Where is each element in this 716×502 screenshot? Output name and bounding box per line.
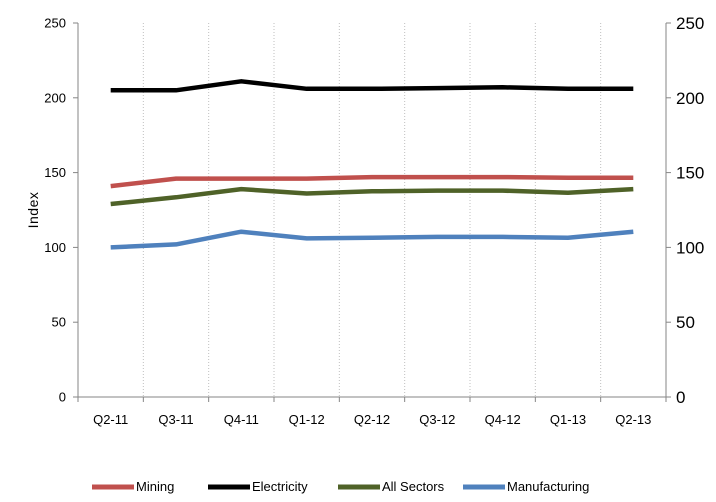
legend-item-mining: Mining [92, 479, 174, 494]
right-y-tick-label: 250 [676, 14, 704, 33]
series-line-mining [110, 174, 634, 189]
x-tick-label: Q4-12 [485, 412, 521, 427]
left-y-tick-label: 150 [44, 165, 66, 180]
legend: Mining Electricity All Sectors Manufacturin… [92, 479, 589, 494]
x-tick-label: Q4-11 [224, 412, 259, 427]
legend-label-mining: Mining [136, 479, 174, 494]
x-tick-label: Q2-11 [93, 412, 128, 427]
left-y-tick-label: 250 [44, 16, 66, 31]
right-y-tick-label: 200 [676, 89, 704, 108]
left-y-tick-label: 200 [44, 90, 66, 105]
x-tick-label: Q3-11 [158, 412, 193, 427]
y-axis-label: Index [25, 192, 41, 229]
x-tick-label: Q3-12 [419, 412, 455, 427]
legend-item-all-sectors: All Sectors [338, 479, 445, 494]
x-tick-label: Q2-13 [615, 412, 651, 427]
legend-item-electricity: Electricity [208, 479, 308, 494]
series-line-all-sectors [110, 186, 634, 207]
legend-item-manufacturing: Manufacturing [463, 479, 589, 494]
legend-label-all-sectors: All Sectors [382, 479, 445, 494]
right-y-tick-label: 150 [676, 164, 704, 183]
left-y-tick-label: 100 [44, 240, 66, 255]
right-y-tick-label: 100 [676, 238, 704, 257]
grid-layer [142, 23, 602, 397]
left-y-tick-label: 0 [59, 390, 66, 405]
x-tick-label: Q1-13 [550, 412, 586, 427]
axis-layer [77, 23, 667, 398]
series-line-electricity [110, 79, 634, 93]
series-layer [110, 79, 634, 250]
legend-label-electricity: Electricity [252, 479, 308, 494]
x-tick-label: Q2-12 [354, 412, 390, 427]
ticks-layer: 0 50 100 150 200 250 0 50 100 150 200 250 Q2-11 Q3-11… [44, 14, 704, 427]
right-y-tick-label: 0 [676, 388, 685, 407]
series-line-manufacturing [110, 229, 634, 250]
x-tick-label: Q1-12 [289, 412, 325, 427]
left-y-tick-label: 50 [52, 315, 66, 330]
legend-label-manufacturing: Manufacturing [507, 479, 589, 494]
right-y-tick-label: 50 [676, 313, 695, 332]
